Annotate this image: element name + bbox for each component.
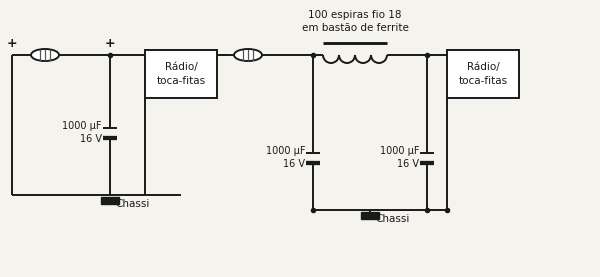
Text: 1000 µF
16 V: 1000 µF 16 V bbox=[380, 146, 419, 169]
Text: Chassi: Chassi bbox=[375, 214, 409, 224]
Text: 1000 µF
16 V: 1000 µF 16 V bbox=[265, 146, 305, 169]
Bar bbox=[145, 50, 217, 98]
Text: Rádio/
toca-fitas: Rádio/ toca-fitas bbox=[458, 62, 508, 86]
Text: 1000 µF
16 V: 1000 µF 16 V bbox=[62, 121, 102, 144]
Ellipse shape bbox=[234, 49, 262, 61]
Bar bbox=[101, 197, 119, 204]
Text: +: + bbox=[104, 37, 115, 50]
Ellipse shape bbox=[31, 49, 59, 61]
Text: Rádio/
toca-fitas: Rádio/ toca-fitas bbox=[157, 62, 206, 86]
Text: +: + bbox=[7, 37, 17, 50]
Bar bbox=[361, 212, 379, 219]
Bar bbox=[447, 50, 519, 98]
Text: Chassi: Chassi bbox=[115, 199, 149, 209]
Text: 100 espiras fio 18
em bastão de ferrite: 100 espiras fio 18 em bastão de ferrite bbox=[302, 10, 409, 33]
